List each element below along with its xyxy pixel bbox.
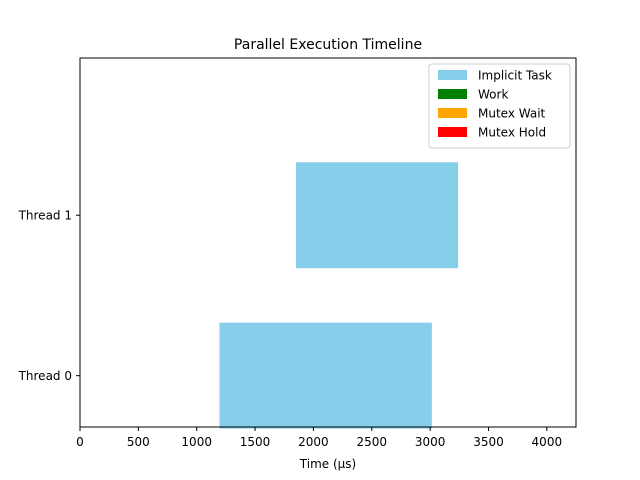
bar-thread-0-0 <box>219 322 432 429</box>
x-tick-label: 3000 <box>415 435 446 449</box>
x-tick-label: 500 <box>127 435 150 449</box>
x-tick-label: 1000 <box>181 435 212 449</box>
x-tick-label: 0 <box>76 435 84 449</box>
legend-label-work: Work <box>478 88 508 102</box>
legend-label-implicit-task: Implicit Task <box>478 69 552 83</box>
x-tick-label: 4000 <box>532 435 563 449</box>
x-tick-label: 3500 <box>473 435 504 449</box>
legend-swatch-implicit-task <box>438 70 467 80</box>
x-tick-label: 1500 <box>240 435 271 449</box>
y-tick-label-thread-1: Thread 1 <box>18 209 72 223</box>
legend-swatch-work <box>438 89 467 99</box>
x-tick-label: 2500 <box>356 435 387 449</box>
x-tick-label: 2000 <box>298 435 329 449</box>
legend-label-mutex-wait: Mutex Wait <box>478 107 546 121</box>
x-axis-label: Time (µs) <box>299 457 356 471</box>
legend-swatch-mutex-wait <box>438 108 467 118</box>
plot-area: 0 500 1000 1500 2000 2500 3000 3500 4000 Thread 0… <box>18 57 577 449</box>
y-tick-label-thread-0: Thread 0 <box>18 369 72 383</box>
bar-thread-1-1 <box>295 162 459 269</box>
legend-label-mutex-hold: Mutex Hold <box>478 126 546 140</box>
legend-swatch-mutex-hold <box>438 127 467 137</box>
axes-frame <box>79 57 577 428</box>
chart-title: Parallel Execution Timeline <box>234 37 422 53</box>
